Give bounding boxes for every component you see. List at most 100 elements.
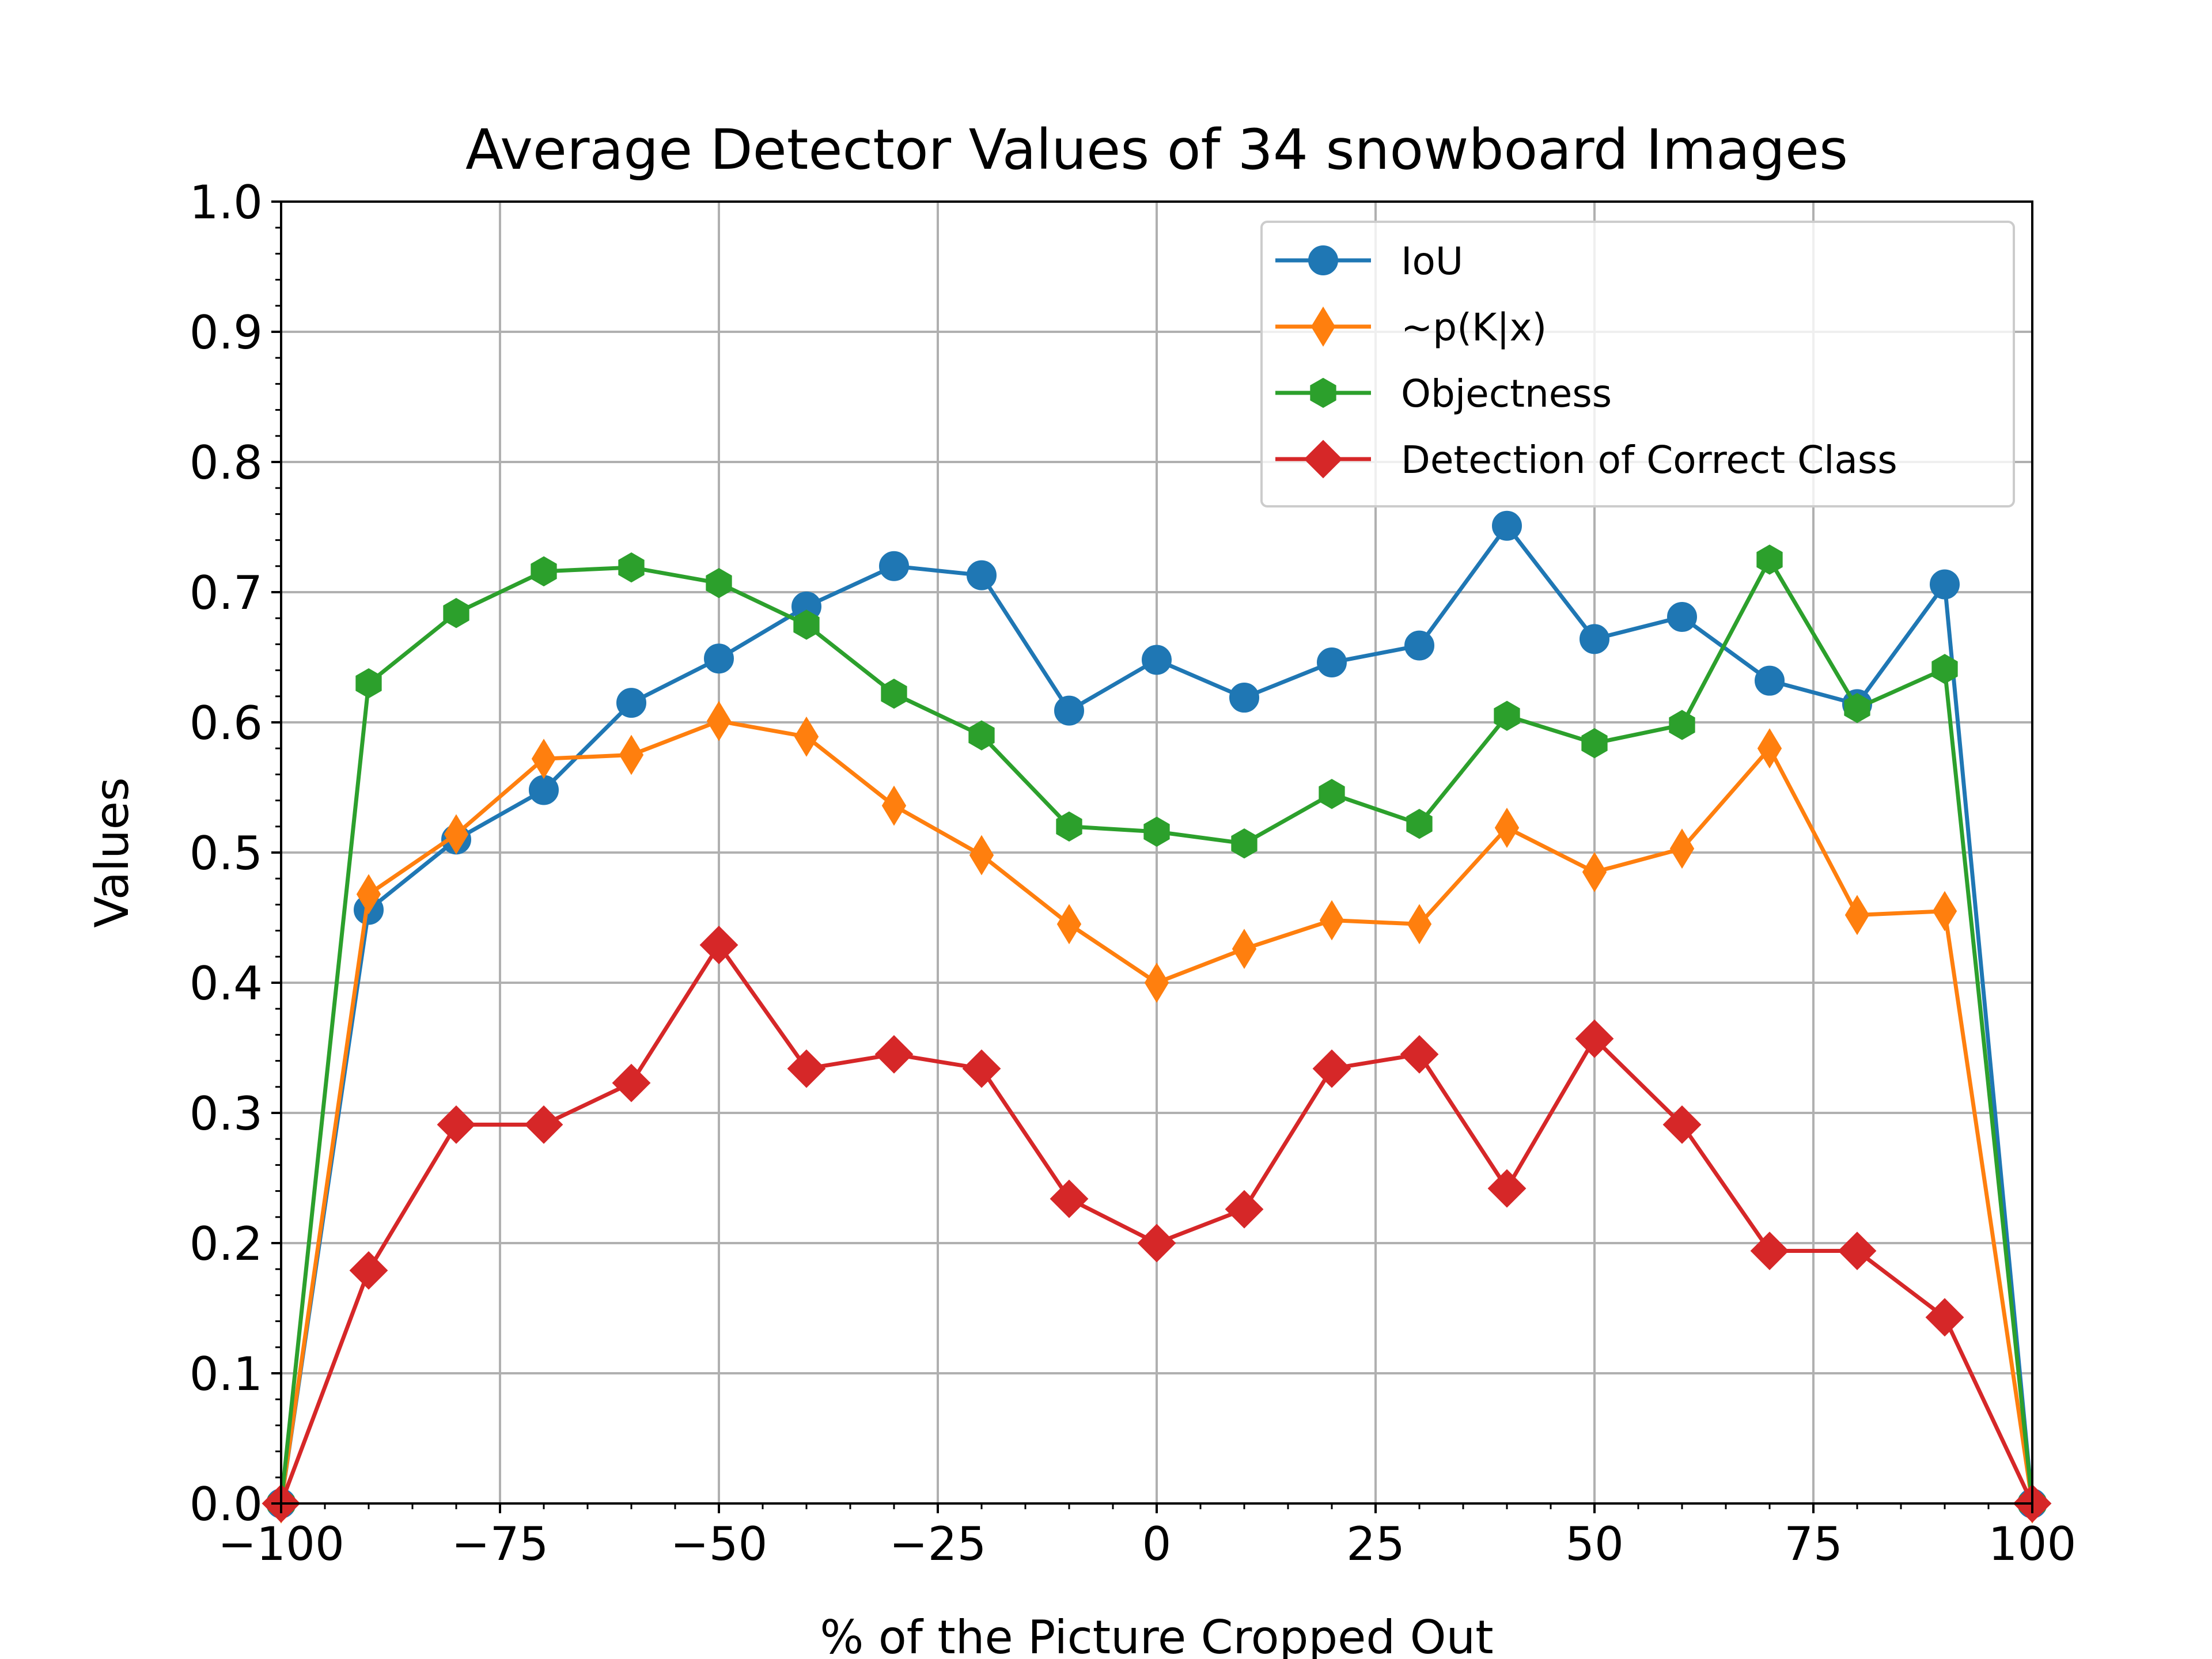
data-point [1669,710,1695,740]
data-point [1492,510,1522,541]
data-point [1932,891,1957,931]
data-point [1056,904,1082,945]
data-point [1844,692,1870,724]
data-point [881,679,907,709]
data-point [1581,728,1608,759]
y-tick-label: 0.9 [190,306,263,359]
legend-marker [1308,245,1338,275]
data-point [962,1049,1001,1088]
x-axis-label: % of the Picture Cropped Out [820,1611,1493,1659]
data-point [1400,1035,1439,1074]
data-point [524,1105,563,1144]
legend-label: Objectness [1401,372,1612,416]
data-point [612,1063,651,1103]
data-point [704,643,734,674]
legend-entry: Objectness [1275,372,1612,416]
data-point [968,720,995,751]
legend-marker [1310,377,1336,408]
data-point [1229,683,1259,713]
x-tick-label: 100 [1988,1517,2077,1571]
legend-entry: IoU [1275,239,1463,283]
data-point [1755,665,1785,696]
data-point [967,560,997,590]
x-tick-label: −100 [218,1517,344,1571]
y-axis-label: Values [85,777,139,927]
legend-marker [1310,306,1336,347]
data-point [1662,1105,1702,1144]
x-tick-label: −75 [452,1517,549,1571]
data-point [787,1049,826,1088]
data-point [879,551,909,581]
data-point [356,874,381,915]
data-point [1494,808,1520,848]
ticks: −100 −75 −50 −25 0 25 50 75 100 0.0 0.1 0.2 0.3 0.4 0.… [190,176,2077,1571]
data-point [1487,1169,1527,1208]
data-point [1930,569,1960,600]
legend-label: Detection of Correct Class [1401,438,1897,482]
data-point [1319,900,1344,941]
data-point [1137,1224,1176,1263]
data-point [881,785,907,826]
data-point [1231,828,1257,859]
y-tick-label: 0.8 [190,436,263,490]
y-tick-label: 0.1 [190,1347,263,1401]
x-tick-label: −50 [671,1517,768,1571]
data-point [618,552,645,583]
x-tick-label: 0 [1142,1517,1172,1571]
y-tick-label: 1.0 [190,176,263,229]
legend-label: IoU [1401,239,1463,283]
data-point [1056,811,1082,842]
legend: IoU ~p(K|x) Objectness Detection of Correct… [1260,221,2015,507]
data-point [1143,816,1170,847]
x-tick-label: 25 [1346,1517,1405,1571]
data-point [616,688,646,718]
data-point [1406,809,1433,839]
x-tick-label: 50 [1565,1517,1624,1571]
y-tick-label: 0.3 [190,1087,263,1141]
data-point [1931,654,1958,684]
data-point [1669,828,1695,869]
x-tick-label: 75 [1784,1517,1843,1571]
y-tick-label: 0.5 [190,827,263,880]
data-point [874,1035,914,1074]
data-point [1232,929,1257,969]
data-point [531,738,556,779]
data-point [444,814,469,855]
legend-box [1260,221,2015,507]
data-point [1404,630,1434,661]
data-point [1407,904,1432,945]
data-point [355,668,382,699]
data-point [1494,700,1520,731]
data-point [1050,1179,1089,1218]
data-point [531,556,557,586]
data-point [699,926,738,964]
series-detection-of-correct-class [262,926,2052,1523]
y-tick-label: 0.7 [190,566,263,620]
x-tick-label: −25 [889,1517,987,1571]
data-point [1838,1232,1877,1270]
data-point [1844,895,1870,935]
data-point [1750,1232,1789,1270]
chart-title: Average Detector Values of 34 snowboard … [465,118,1848,182]
data-point [1757,728,1782,769]
data-point [349,1251,388,1290]
series-objectness [268,544,2046,1519]
data-point [1580,624,1609,654]
y-tick-label: 0.2 [190,1217,263,1271]
y-tick-label: 0.6 [190,696,263,750]
y-tick-label: 0.4 [190,957,263,1010]
data-point [706,700,732,741]
data-point [1582,851,1607,892]
legend-entry: ~p(K|x) [1275,305,1547,350]
data-point [1925,1298,1964,1337]
data-point [619,734,644,775]
data-point [793,609,820,640]
data-point [1142,645,1172,675]
data-point [794,716,819,757]
data-point [529,775,559,805]
legend-entry: Detection of Correct Class [1275,438,1897,482]
data-point [1319,779,1345,809]
legend-marker [1304,440,1343,479]
data-point [1225,1190,1264,1229]
